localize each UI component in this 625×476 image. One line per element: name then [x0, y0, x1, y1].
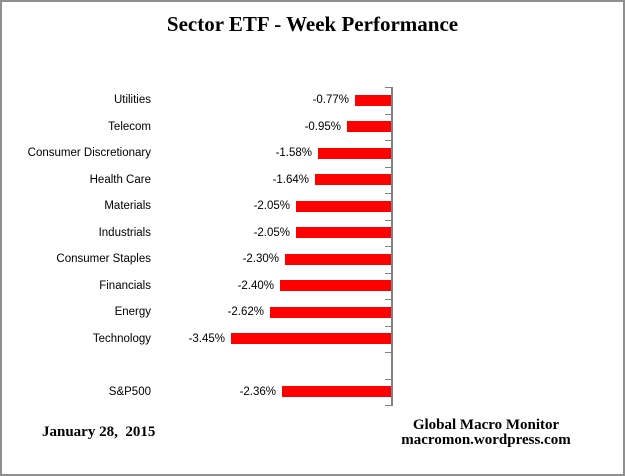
bar [231, 333, 391, 345]
category-label: Materials [104, 200, 151, 213]
value-label: -2.40% [237, 279, 274, 292]
attribution-line1: Global Macro Monitor [412, 417, 560, 433]
attribution-line2: macromon.wordpress.com [401, 432, 571, 448]
bar [296, 227, 391, 239]
value-label: -0.95% [304, 120, 341, 133]
category-label: S&P500 [108, 385, 151, 398]
value-label: -1.64% [272, 173, 309, 186]
axis-tick [385, 379, 393, 380]
axis-tick [385, 87, 393, 88]
category-label: Industrials [98, 226, 151, 239]
category-label: Technology [92, 332, 151, 345]
axis-tick [385, 167, 393, 168]
category-label: Utilities [113, 94, 151, 107]
category-label: Health Care [89, 173, 151, 186]
axis-tick [385, 326, 393, 327]
bar [355, 94, 391, 106]
value-label: -1.58% [275, 147, 312, 160]
axis-tick [385, 220, 393, 221]
bar [347, 121, 391, 133]
bar [280, 280, 391, 292]
value-label: -2.30% [242, 253, 279, 266]
axis-tick [385, 140, 393, 141]
attribution: Global Macro Monitor macromon.wordpress.… [386, 418, 586, 448]
axis-tick [385, 246, 393, 247]
category-label: Consumer Staples [56, 253, 151, 266]
category-label: Energy [114, 306, 151, 319]
bar [282, 386, 391, 398]
axis-tick [385, 405, 393, 406]
value-label: -2.05% [253, 226, 290, 239]
value-label: -2.62% [227, 306, 264, 319]
date-label: January 28, 2015 [42, 424, 156, 440]
value-label: -0.77% [312, 94, 349, 107]
axis-tick [385, 299, 393, 300]
bar [285, 253, 391, 265]
value-label: -3.45% [188, 332, 225, 345]
chart-title: Sector ETF - Week Performance [166, 12, 459, 36]
bar [270, 306, 391, 318]
value-label: -2.05% [253, 200, 290, 213]
category-label: Financials [99, 279, 151, 292]
axis-tick [385, 273, 393, 274]
bar [318, 147, 391, 159]
bar [296, 200, 391, 212]
bar [315, 174, 391, 186]
category-label: Consumer Discretionary [27, 147, 151, 160]
axis-tick [385, 114, 393, 115]
axis-tick [385, 352, 393, 353]
category-label: Telecom [108, 120, 151, 133]
axis-tick [385, 193, 393, 194]
value-label: -2.36% [239, 385, 276, 398]
